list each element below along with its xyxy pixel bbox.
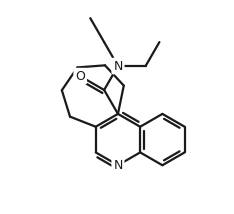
Text: N: N [113, 59, 123, 73]
Text: N: N [113, 159, 123, 172]
Text: O: O [75, 70, 85, 83]
